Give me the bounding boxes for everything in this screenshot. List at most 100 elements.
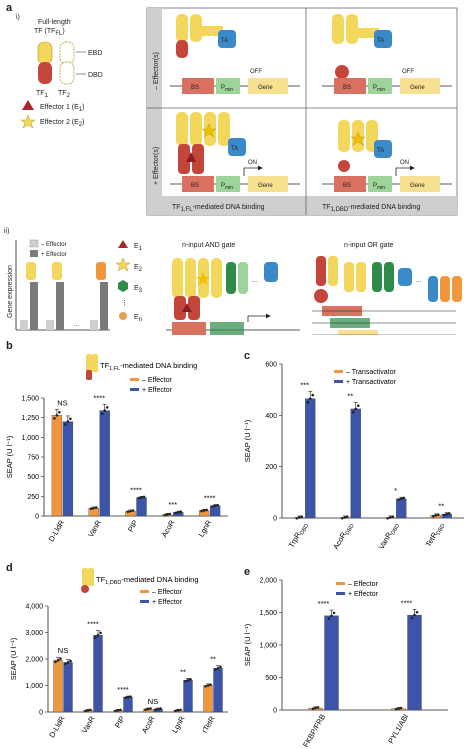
legend-swatch <box>130 388 139 391</box>
e3-label: E3 <box>134 285 143 294</box>
svg-text:Gene: Gene <box>258 183 273 189</box>
significance-label: * <box>394 486 397 495</box>
y-tick-label: 1,500 <box>259 610 277 617</box>
significance-label: *** <box>168 500 177 509</box>
data-point <box>297 516 301 519</box>
category-label: PYL1/ABI <box>386 713 410 746</box>
y-axis-label: SEAP (U l⁻¹) <box>243 623 252 666</box>
legend-label: + Effector <box>348 591 379 598</box>
data-point <box>295 516 299 520</box>
data-point <box>105 406 109 409</box>
category-label-sub: DBD <box>390 523 401 536</box>
y-tick-label: 2,000 <box>259 578 277 585</box>
panel-a-letter: a <box>6 2 13 14</box>
legend-swatch <box>334 380 343 383</box>
legend-label: – Effector <box>142 377 173 384</box>
data-point <box>174 709 177 713</box>
data-point <box>144 708 147 711</box>
e2-icon <box>115 257 131 272</box>
data-point <box>394 708 398 711</box>
data-point <box>300 515 304 519</box>
chart-c: 0 200 400 600 SEAP (U l⁻¹) – Transactivator + … <box>243 362 464 551</box>
category-label: LgnR <box>197 518 214 539</box>
data-point <box>356 404 360 407</box>
data-point <box>327 617 331 620</box>
data-point <box>64 423 67 426</box>
data-point <box>126 695 130 699</box>
data-point <box>58 410 61 414</box>
data-point <box>149 707 152 710</box>
data-point <box>53 417 56 420</box>
title-tf-icon <box>81 568 94 593</box>
legend-label: + Transactivator <box>346 379 397 386</box>
category-label: rTetR <box>200 714 217 735</box>
significance-label: NS <box>148 697 158 706</box>
bar <box>99 410 110 517</box>
data-point <box>69 417 72 421</box>
data-point <box>410 616 414 620</box>
data-point <box>96 633 100 637</box>
data-point <box>99 631 102 635</box>
svg-text:Gene: Gene <box>410 183 425 189</box>
data-point <box>214 668 217 671</box>
data-point <box>388 516 392 519</box>
schematic-grid <box>146 7 458 216</box>
legend-swatch <box>336 582 345 585</box>
ebd-label: EBD <box>88 50 102 57</box>
legend-swatch <box>334 370 343 373</box>
e-dots: ⋮ <box>121 300 128 307</box>
data-point <box>330 614 333 618</box>
bar <box>396 498 407 519</box>
data-point <box>119 708 122 712</box>
data-point <box>86 709 90 712</box>
y-tick-label: 500 <box>27 474 39 481</box>
svg-text:BS: BS <box>191 183 199 189</box>
e2-label: E2 <box>134 264 143 273</box>
category-label: VanR <box>80 714 97 735</box>
bar <box>63 662 73 713</box>
significance-label: **** <box>87 620 99 629</box>
category-label: PIP <box>113 715 127 730</box>
significance-label: ** <box>210 655 216 664</box>
data-point <box>174 511 178 515</box>
data-point <box>186 678 190 682</box>
chart-title-pre: TF <box>96 575 106 584</box>
category-label-sub: DBD <box>299 523 310 536</box>
and-gate-schematic: ... <box>166 258 300 335</box>
bar <box>136 497 147 517</box>
y-tick-label: 0 <box>39 710 43 717</box>
data-point <box>89 708 92 712</box>
significance-label: **** <box>204 494 216 503</box>
tf-ebd-icon <box>88 568 94 586</box>
y-tick-label: 600 <box>265 362 277 369</box>
data-point <box>399 706 403 710</box>
chart-title: TF1,FL-mediated DNA binding <box>100 361 197 372</box>
tf-dbd-icon <box>81 585 89 593</box>
y-tick-label: 3,000 <box>25 630 43 637</box>
tf2-label: TF2 <box>58 90 71 99</box>
legend-swatch <box>336 592 345 595</box>
data-point <box>94 506 98 509</box>
data-point <box>413 613 416 617</box>
data-point <box>206 684 210 687</box>
legend-swatch <box>140 590 149 593</box>
svg-text:OFF: OFF <box>250 69 262 75</box>
sub-i-label: i) <box>16 14 20 21</box>
svg-text:ON: ON <box>400 160 409 166</box>
data-point <box>311 393 315 397</box>
en-icon <box>119 312 127 320</box>
data-point <box>445 512 449 516</box>
legend-label: – Effector <box>348 581 379 588</box>
data-point <box>156 707 160 711</box>
chart-title-post: -mediated DNA binding <box>120 361 197 370</box>
effector1-icon <box>22 100 34 110</box>
data-point <box>343 516 347 519</box>
effector1-label: Effector 1 (E1) <box>40 104 84 113</box>
e1-label: E1 <box>134 243 143 252</box>
data-point <box>116 709 120 712</box>
effector2-label: Effector 2 (E2) <box>40 119 84 128</box>
and-gate-title: n-input AND gate <box>182 242 235 249</box>
tf-legend-icon <box>37 41 75 85</box>
panel-a-figure: i) Full-length TF (TFFL) EBD DBD TF1 TF2… <box>4 7 462 335</box>
data-point <box>64 662 67 666</box>
